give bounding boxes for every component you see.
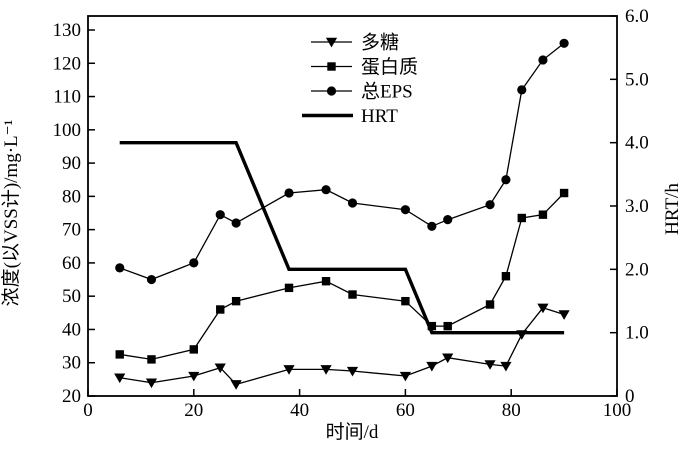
y-right-tick-label: 2.0 (625, 259, 649, 280)
data-point-circle (501, 175, 511, 185)
y-left-tick-label: 50 (62, 286, 81, 307)
data-point-circle (485, 200, 495, 210)
data-point-triangle-down (320, 365, 332, 375)
x-axis-label: 时间/d (326, 421, 379, 443)
series-line-triangle-down (119, 307, 565, 386)
data-point-triangle-down (283, 365, 295, 375)
y-left-tick-label: 110 (53, 87, 81, 108)
y-left-tick-label: 80 (62, 186, 81, 207)
data-point-circle (115, 263, 125, 273)
data-point-square (115, 350, 124, 359)
data-point-triangle-down (230, 380, 242, 390)
data-point-circle (189, 258, 199, 268)
legend-label: 蛋白质 (361, 56, 418, 78)
legend-circle-marker (326, 86, 337, 96)
legend-square-marker (327, 62, 336, 71)
data-point-triangle-down (558, 310, 570, 320)
chart-generated-content: 0 20 40 60 80 1002030405060708090100110120130… (53, 6, 649, 421)
data-point-triangle-down (399, 371, 411, 382)
x-tick-label: 60 (396, 400, 415, 421)
y-right-tick-label: 3.0 (625, 196, 649, 217)
data-point-square (559, 188, 569, 198)
y-left-tick-label: 120 (53, 53, 82, 74)
y-left-tick-label: 20 (62, 386, 81, 407)
data-point-square (538, 210, 548, 219)
data-point-square (321, 277, 331, 286)
data-point-circle (400, 205, 410, 215)
data-point-circle (347, 198, 358, 208)
data-point-triangle-down (188, 371, 200, 382)
data-point-square (427, 321, 437, 331)
series-line-circle (119, 42, 565, 281)
data-point-triangle-down (537, 303, 549, 314)
legend-label: 多糖 (361, 32, 399, 54)
x-tick-label: 40 (290, 400, 309, 421)
data-point-circle (284, 188, 294, 198)
data-point-circle (231, 218, 241, 228)
y-left-tick-label: 30 (62, 353, 81, 374)
data-point-square (231, 296, 241, 306)
data-point-triangle-down (426, 361, 438, 372)
data-point-square (189, 345, 198, 354)
data-point-square (216, 305, 225, 314)
y-left-tick-label: 100 (53, 120, 82, 141)
y-left-tick-label: 40 (62, 319, 81, 340)
data-point-triangle-down (145, 378, 158, 389)
y-right-tick-label: 1.0 (625, 323, 649, 344)
y-axis-label-right: HRT/h (662, 183, 683, 235)
series-line-hrt (119, 140, 565, 335)
y-right-tick-label: 5.0 (625, 69, 649, 90)
data-point-triangle-down (114, 373, 126, 384)
y-left-tick-label: 70 (62, 220, 81, 241)
data-point-square (485, 300, 495, 309)
data-point-circle (427, 221, 437, 231)
y-axis-label-left: 浓度(以VSS计)/mg·L⁻¹ (0, 119, 22, 306)
y-left-tick-label: 60 (62, 253, 81, 274)
data-point-triangle-down (500, 361, 512, 372)
data-point-circle (443, 215, 453, 225)
y-right-tick-label: 0 (625, 386, 635, 407)
data-point-square (401, 296, 410, 306)
data-point-circle (321, 185, 331, 195)
data-point-circle (215, 210, 225, 220)
legend-label: HRT (361, 106, 398, 127)
data-point-square (501, 272, 511, 281)
data-point-circle (517, 85, 527, 95)
legend-label: 总EPS (361, 81, 413, 103)
legend-triangle-down-marker (325, 37, 338, 48)
series-line-square (119, 192, 565, 361)
y-left-tick-label: 90 (62, 153, 81, 174)
x-tick-label: 100 (603, 400, 632, 421)
data-point-circle (146, 274, 157, 285)
data-point-triangle-down (214, 363, 226, 374)
x-tick-label: 80 (502, 400, 521, 421)
y-right-tick-label: 4.0 (625, 133, 649, 154)
data-point-square (147, 355, 156, 364)
data-point-square (284, 283, 294, 293)
data-point-square (443, 321, 452, 331)
data-point-triangle-down (484, 360, 496, 370)
data-point-circle (538, 55, 548, 65)
data-point-circle (559, 38, 569, 48)
data-point-square (517, 213, 526, 223)
x-tick-label: 0 (83, 400, 93, 421)
y-left-tick-label: 130 (53, 20, 82, 41)
data-point-triangle-down (442, 353, 454, 364)
data-point-triangle-down (346, 366, 359, 377)
x-tick-label: 20 (184, 400, 203, 421)
data-point-square (348, 290, 357, 299)
y-right-tick-label: 6.0 (625, 6, 649, 27)
